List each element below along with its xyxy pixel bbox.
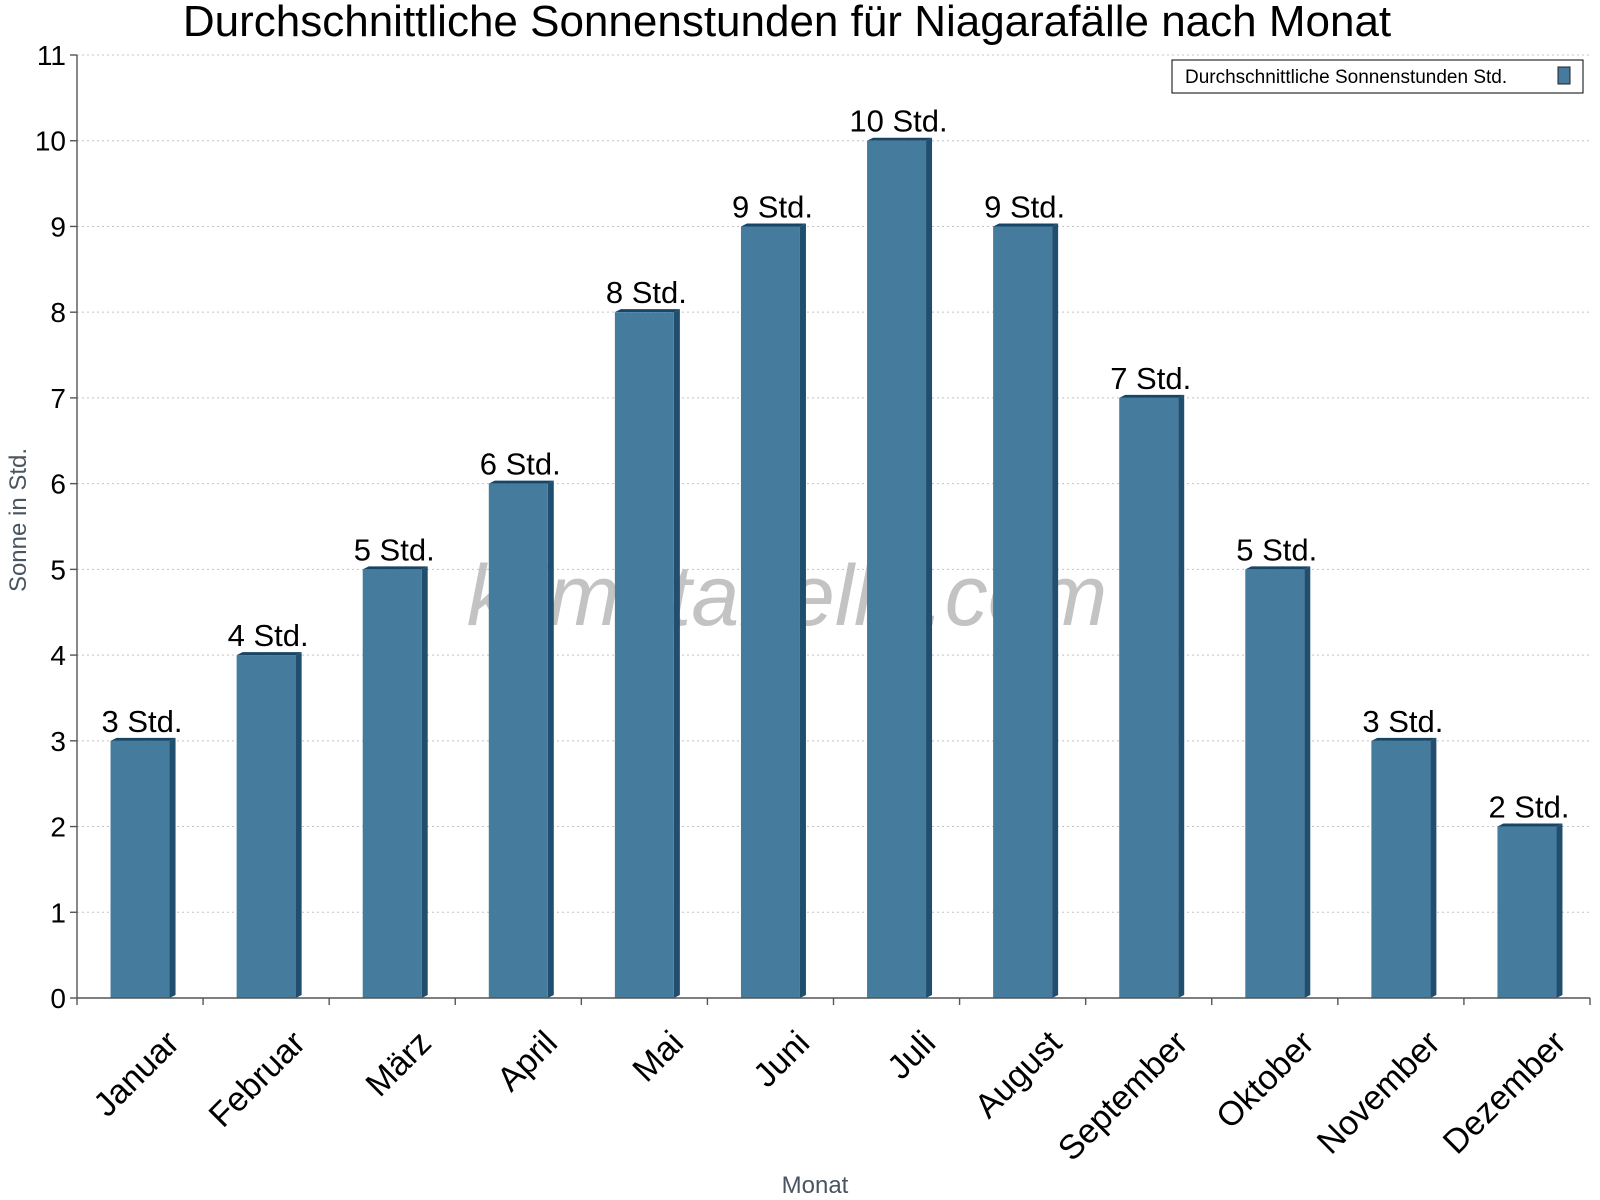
bar-side [295, 652, 302, 998]
bar-front [1119, 397, 1179, 999]
x-tick-label: Januar [86, 1024, 186, 1124]
y-tick-labels: 0 1 2 3 4 5 6 7 8 9 10 11 [35, 40, 66, 1014]
y-tick-label: 0 [50, 983, 66, 1014]
y-tick-label: 5 [50, 554, 66, 585]
y-tick-label: 8 [50, 297, 66, 328]
x-tick-label: Oktober [1209, 1024, 1321, 1136]
data-label: 5 Std. [1236, 532, 1317, 567]
x-tick-label: März [359, 1024, 439, 1104]
legend-label: Durchschnittliche Sonnenstunden Std. [1185, 67, 1507, 88]
x-tick-label: Mai [625, 1024, 691, 1090]
bar-side [1430, 737, 1437, 998]
bar-top [740, 223, 806, 227]
y-tick-label: 6 [50, 469, 66, 500]
bar-top [488, 480, 554, 484]
bar-front [110, 740, 170, 998]
y-tick-label: 11 [37, 40, 66, 71]
x-tick-label: Juni [746, 1024, 817, 1095]
bar-front [993, 226, 1053, 999]
bar-side [926, 137, 933, 998]
bar-juni [740, 223, 806, 999]
bar-top [236, 652, 302, 656]
bar-märz [362, 566, 428, 998]
x-tick-label: Februar [202, 1024, 313, 1135]
bar-mai [614, 309, 680, 998]
data-label: 9 Std. [984, 189, 1065, 224]
bar-top [1245, 566, 1311, 570]
x-tick-labels: Januar Februar März April Mai Juni Juli AugustS… [86, 1023, 1573, 1168]
bar-top [867, 137, 933, 141]
x-tick-label: September [1051, 1024, 1195, 1168]
bar-januar [110, 737, 176, 998]
data-label: 9 Std. [732, 189, 813, 224]
gridlines [77, 54, 1590, 913]
bars [110, 137, 1563, 999]
y-tick-label: 1 [50, 897, 66, 928]
x-tick-label: Juli [880, 1024, 943, 1087]
y-tick-label: 4 [50, 640, 66, 671]
legend: Durchschnittliche Sonnenstunden Std. [1171, 59, 1584, 94]
bar-top [1371, 737, 1437, 741]
y-tick-label: 3 [50, 726, 66, 757]
y-tick-label: 10 [35, 126, 66, 157]
data-label: 2 Std. [1488, 790, 1569, 825]
bar-side [169, 737, 176, 998]
y-tick-label: 2 [50, 812, 66, 843]
bar-side [1052, 223, 1059, 999]
data-label: 4 Std. [228, 618, 309, 653]
x-axis-title: Monat [782, 1172, 849, 1199]
bar-front [488, 483, 548, 998]
bar-juli [867, 137, 933, 998]
bar-august [993, 223, 1059, 999]
bar-front [1371, 740, 1431, 998]
bar-dezember [1497, 823, 1563, 998]
bar-side [1556, 823, 1563, 998]
legend-swatch [1557, 66, 1571, 85]
bar-top [614, 309, 680, 313]
data-label: 7 Std. [1110, 361, 1191, 396]
bar-november [1371, 737, 1437, 998]
bar-front [236, 655, 296, 998]
bar-front [1497, 826, 1557, 998]
bar-top [1497, 823, 1563, 827]
bar-side [1304, 566, 1311, 998]
data-labels: 3 Std. 4 Std. 5 Std. 6 Std. 8 Std. 9 Std. 10 S… [102, 104, 1570, 825]
x-tick-label: November [1310, 1024, 1448, 1162]
bar-side [1178, 394, 1185, 999]
data-label: 6 Std. [480, 447, 561, 482]
chart-title: Durchschnittliche Sonnenstunden für Niag… [183, 0, 1391, 46]
x-tick-label: Dezember [1436, 1024, 1574, 1162]
data-label: 3 Std. [1362, 704, 1443, 739]
y-tick-label: 7 [50, 383, 66, 414]
data-label: 8 Std. [606, 275, 687, 310]
bar-september [1119, 394, 1185, 999]
bar-front [614, 312, 674, 998]
x-tick-label: August [968, 1023, 1070, 1125]
x-tick-label: April [490, 1024, 565, 1099]
bar-top [1119, 394, 1185, 398]
data-label: 10 Std. [849, 104, 947, 139]
bar-side [673, 309, 680, 998]
bar-april [488, 480, 554, 998]
bar-front [1245, 569, 1305, 998]
bar-top [993, 223, 1059, 227]
bar-top [362, 566, 428, 570]
bar-front [867, 140, 927, 998]
legend-box [1171, 59, 1584, 94]
data-label: 3 Std. [102, 704, 183, 739]
data-label: 5 Std. [354, 532, 435, 567]
y-tick-label: 9 [50, 211, 66, 242]
bar-februar [236, 652, 302, 998]
bar-front [740, 226, 800, 999]
bar-side [547, 480, 554, 998]
bar-side [799, 223, 806, 999]
bar-side [421, 566, 428, 998]
bar-front [362, 569, 422, 998]
axes [70, 54, 1591, 1005]
bar-oktober [1245, 566, 1311, 998]
bar-top [110, 737, 176, 741]
y-axis-title: Sonne in Std. [5, 448, 32, 592]
